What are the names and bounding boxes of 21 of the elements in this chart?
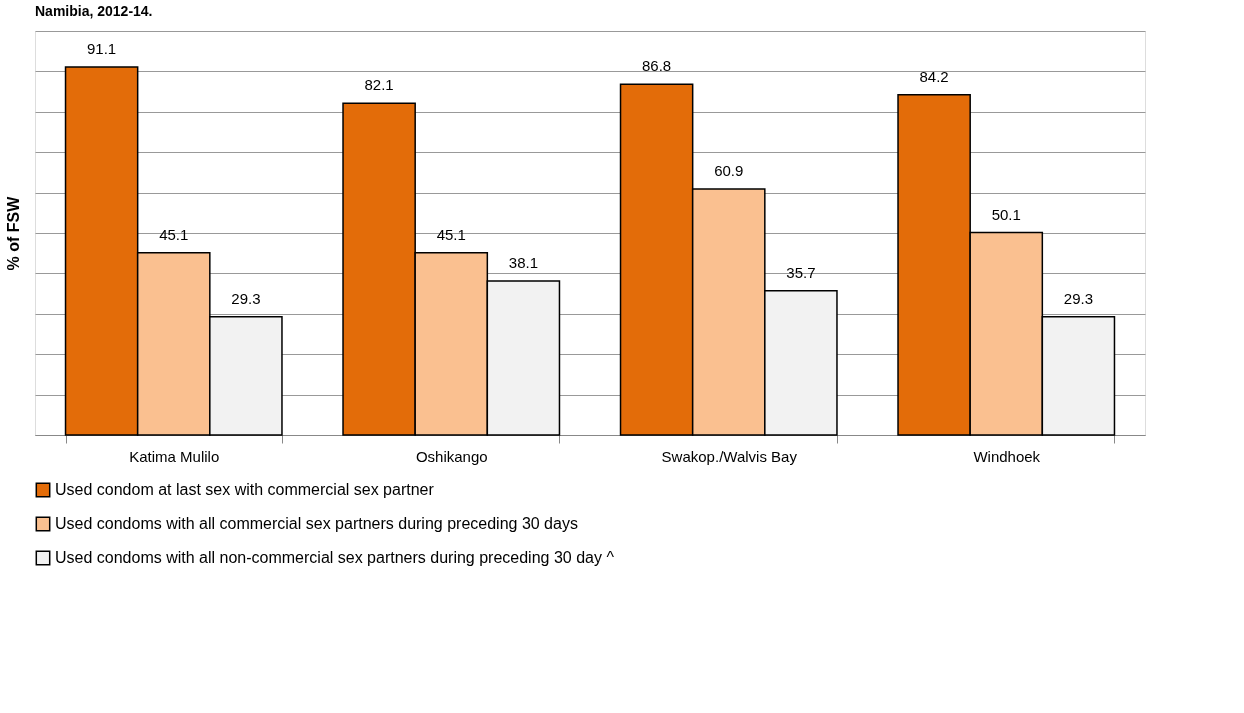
data-label: 86.8 xyxy=(642,57,672,75)
data-label: 50.1 xyxy=(991,205,1021,223)
data-label: 29.3 xyxy=(231,289,261,307)
data-label: 29.3 xyxy=(1063,289,1093,307)
y-axis-title: % of FSW xyxy=(4,195,22,271)
x-tick-label: Katima Mulilo xyxy=(129,447,220,465)
data-label: 60.9 xyxy=(714,161,744,179)
data-label: 82.1 xyxy=(364,76,394,94)
legend-label: Used condom at last sex with commercial sex partner xyxy=(55,481,435,498)
x-tick-label: Oshikango xyxy=(415,447,488,465)
data-label: 91.1 xyxy=(87,39,117,57)
data-label: 45.1 xyxy=(159,225,189,243)
data-label: 84.2 xyxy=(919,67,949,85)
data-label: 35.7 xyxy=(786,263,816,281)
data-label: 45.1 xyxy=(436,225,466,243)
x-tick-label: Windhoek xyxy=(973,447,1041,465)
chart-title: Namibia, 2012-14. xyxy=(35,3,153,19)
legend-label: Used condoms with all non-commercial sex partners during preceding 30 day ^ xyxy=(55,549,615,566)
legend-label: Used condoms with all commercial sex partners during preceding 30 days xyxy=(55,515,578,532)
x-tick-label: Swakop./Walvis Bay xyxy=(661,447,798,465)
data-label: 38.1 xyxy=(508,254,538,272)
